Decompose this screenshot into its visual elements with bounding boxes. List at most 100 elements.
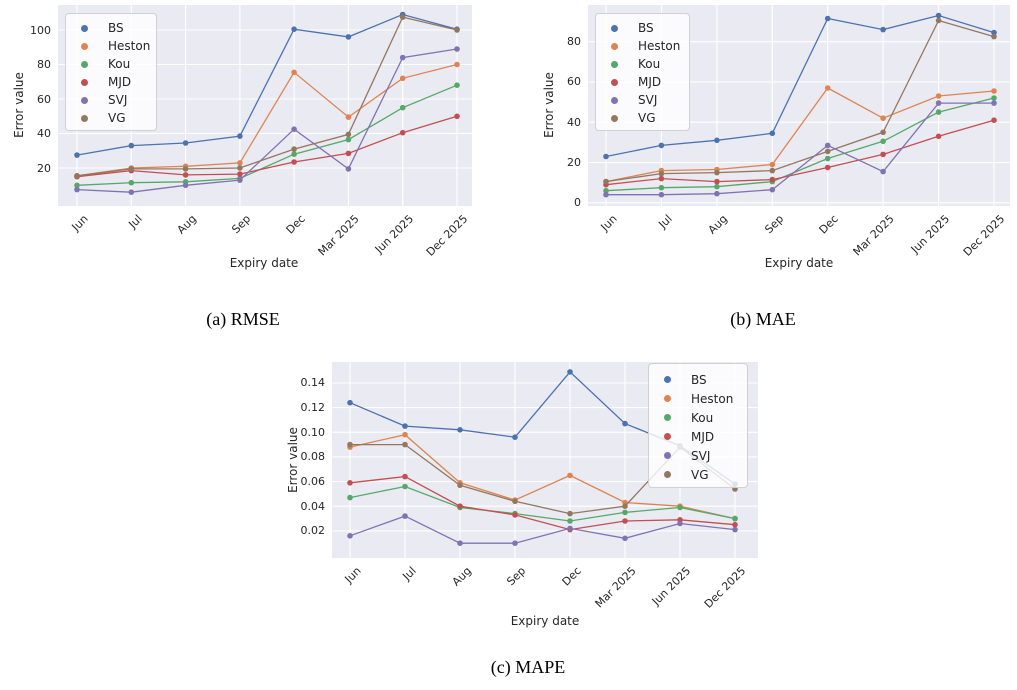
series-line-kou bbox=[605, 97, 995, 192]
data-point-kou bbox=[935, 109, 942, 115]
y-tick-label: 40 bbox=[37, 127, 51, 141]
data-point-mjd bbox=[402, 473, 408, 480]
data-point-bs bbox=[512, 434, 518, 440]
data-point-bs bbox=[347, 399, 353, 406]
data-point-bs bbox=[880, 26, 886, 33]
data-point-svj bbox=[991, 100, 997, 106]
legend: BS Heston Kou MJD SVJ VG bbox=[65, 13, 157, 131]
legend-label: Heston bbox=[108, 39, 151, 53]
data-point-mjd bbox=[622, 518, 628, 524]
y-tick-label: 0.12 bbox=[300, 401, 326, 415]
legend-item-mjd: MJD bbox=[596, 73, 689, 91]
y-tick-label: 80 bbox=[37, 58, 51, 72]
x-tick-label: Aug bbox=[449, 564, 474, 589]
series-line-vg bbox=[605, 19, 995, 183]
legend-item-bs: BS bbox=[649, 370, 747, 389]
legend-marker-icon bbox=[81, 78, 88, 86]
x-tick-label: Dec 2025 bbox=[960, 212, 1008, 259]
legend-label: MJD bbox=[638, 75, 662, 89]
legend-marker-icon bbox=[664, 395, 671, 402]
legend-label: MJD bbox=[691, 429, 715, 444]
data-point-vg bbox=[128, 166, 135, 172]
x-tick-label: Dec 2025 bbox=[701, 564, 749, 611]
legend-item-bs: BS bbox=[596, 19, 689, 37]
y-tick-label: 0.14 bbox=[300, 376, 326, 390]
data-point-vg bbox=[622, 503, 628, 509]
legend-marker-icon bbox=[664, 414, 671, 421]
legend-marker-icon bbox=[611, 60, 618, 68]
x-axis-label: Expiry date bbox=[764, 256, 834, 270]
data-point-bs bbox=[714, 137, 720, 144]
y-tick-label: 100 bbox=[30, 23, 51, 37]
data-point-bs bbox=[935, 12, 942, 19]
x-tick-label: Sep bbox=[761, 212, 786, 237]
legend-label: BS bbox=[108, 21, 124, 35]
data-point-mjd bbox=[237, 171, 243, 177]
legend-marker-icon bbox=[81, 42, 88, 50]
legend-item-mjd: MJD bbox=[649, 427, 747, 446]
series-line-kou bbox=[349, 485, 736, 522]
x-tick-label: Jun 2025 bbox=[908, 212, 953, 256]
data-point-svj bbox=[291, 126, 297, 132]
data-point-vg bbox=[603, 178, 609, 185]
data-point-vg bbox=[935, 17, 942, 24]
data-point-svj bbox=[935, 100, 942, 106]
data-point-heston bbox=[935, 93, 942, 99]
y-tick-label: 0.08 bbox=[300, 450, 326, 464]
data-point-kou bbox=[345, 136, 352, 143]
legend-marker-icon bbox=[664, 452, 671, 459]
x-tick-label: Jun 2025 bbox=[372, 212, 417, 256]
legend-label: Heston bbox=[638, 39, 681, 53]
x-tick-label: Jul bbox=[399, 564, 419, 583]
series-line-bs bbox=[76, 13, 458, 156]
data-point-heston bbox=[769, 161, 776, 168]
x-tick-label: Dec bbox=[816, 212, 842, 237]
legend-label: BS bbox=[691, 372, 707, 387]
data-point-bs bbox=[769, 130, 776, 137]
y-tick-label: 0.02 bbox=[300, 524, 326, 538]
legend: BS Heston Kou MJD SVJ VG bbox=[595, 13, 690, 131]
data-point-mjd bbox=[824, 164, 831, 171]
subfigure-caption: (a) RMSE bbox=[206, 309, 280, 329]
data-point-vg bbox=[182, 166, 189, 172]
data-point-bs bbox=[345, 34, 352, 40]
subfigure-caption: (c) MAPE bbox=[490, 657, 566, 677]
data-point-mjd bbox=[182, 172, 189, 178]
data-point-vg bbox=[658, 170, 665, 177]
data-point-heston bbox=[567, 472, 573, 479]
x-tick-label: Jun bbox=[342, 564, 364, 586]
data-point-heston bbox=[880, 115, 886, 121]
data-point-heston bbox=[399, 75, 406, 82]
data-point-kou bbox=[567, 518, 573, 524]
series-line-svj bbox=[76, 48, 458, 193]
legend-label: VG bbox=[691, 467, 709, 482]
x-tick-label: Jul bbox=[126, 212, 145, 231]
y-tick-label: 0 bbox=[574, 196, 581, 210]
x-tick-label: Mar 2025 bbox=[592, 564, 639, 611]
y-tick-label: 40 bbox=[567, 115, 581, 129]
data-point-kou bbox=[880, 138, 886, 145]
legend-marker-icon bbox=[611, 24, 618, 32]
x-tick-label: Aug bbox=[174, 212, 200, 237]
data-point-mjd bbox=[880, 151, 886, 158]
series-line-mjd bbox=[76, 115, 458, 178]
data-point-kou bbox=[677, 504, 683, 511]
data-point-svj bbox=[769, 186, 776, 193]
data-point-heston bbox=[345, 114, 352, 120]
x-tick-label: Sep bbox=[504, 564, 529, 589]
data-point-mjd bbox=[347, 480, 353, 486]
data-point-kou bbox=[402, 483, 408, 490]
data-point-svj bbox=[182, 182, 189, 189]
data-point-bs bbox=[237, 133, 243, 139]
y-tick-label: 0.04 bbox=[300, 499, 326, 513]
data-point-bs bbox=[603, 153, 609, 160]
legend-marker-icon bbox=[81, 114, 88, 122]
legend-marker-icon bbox=[664, 471, 671, 478]
legend-label: MJD bbox=[108, 75, 132, 89]
data-point-vg bbox=[512, 498, 518, 505]
data-point-svj bbox=[74, 186, 80, 193]
data-point-mjd bbox=[714, 178, 720, 185]
data-point-bs bbox=[74, 152, 80, 158]
data-point-svj bbox=[714, 190, 720, 197]
